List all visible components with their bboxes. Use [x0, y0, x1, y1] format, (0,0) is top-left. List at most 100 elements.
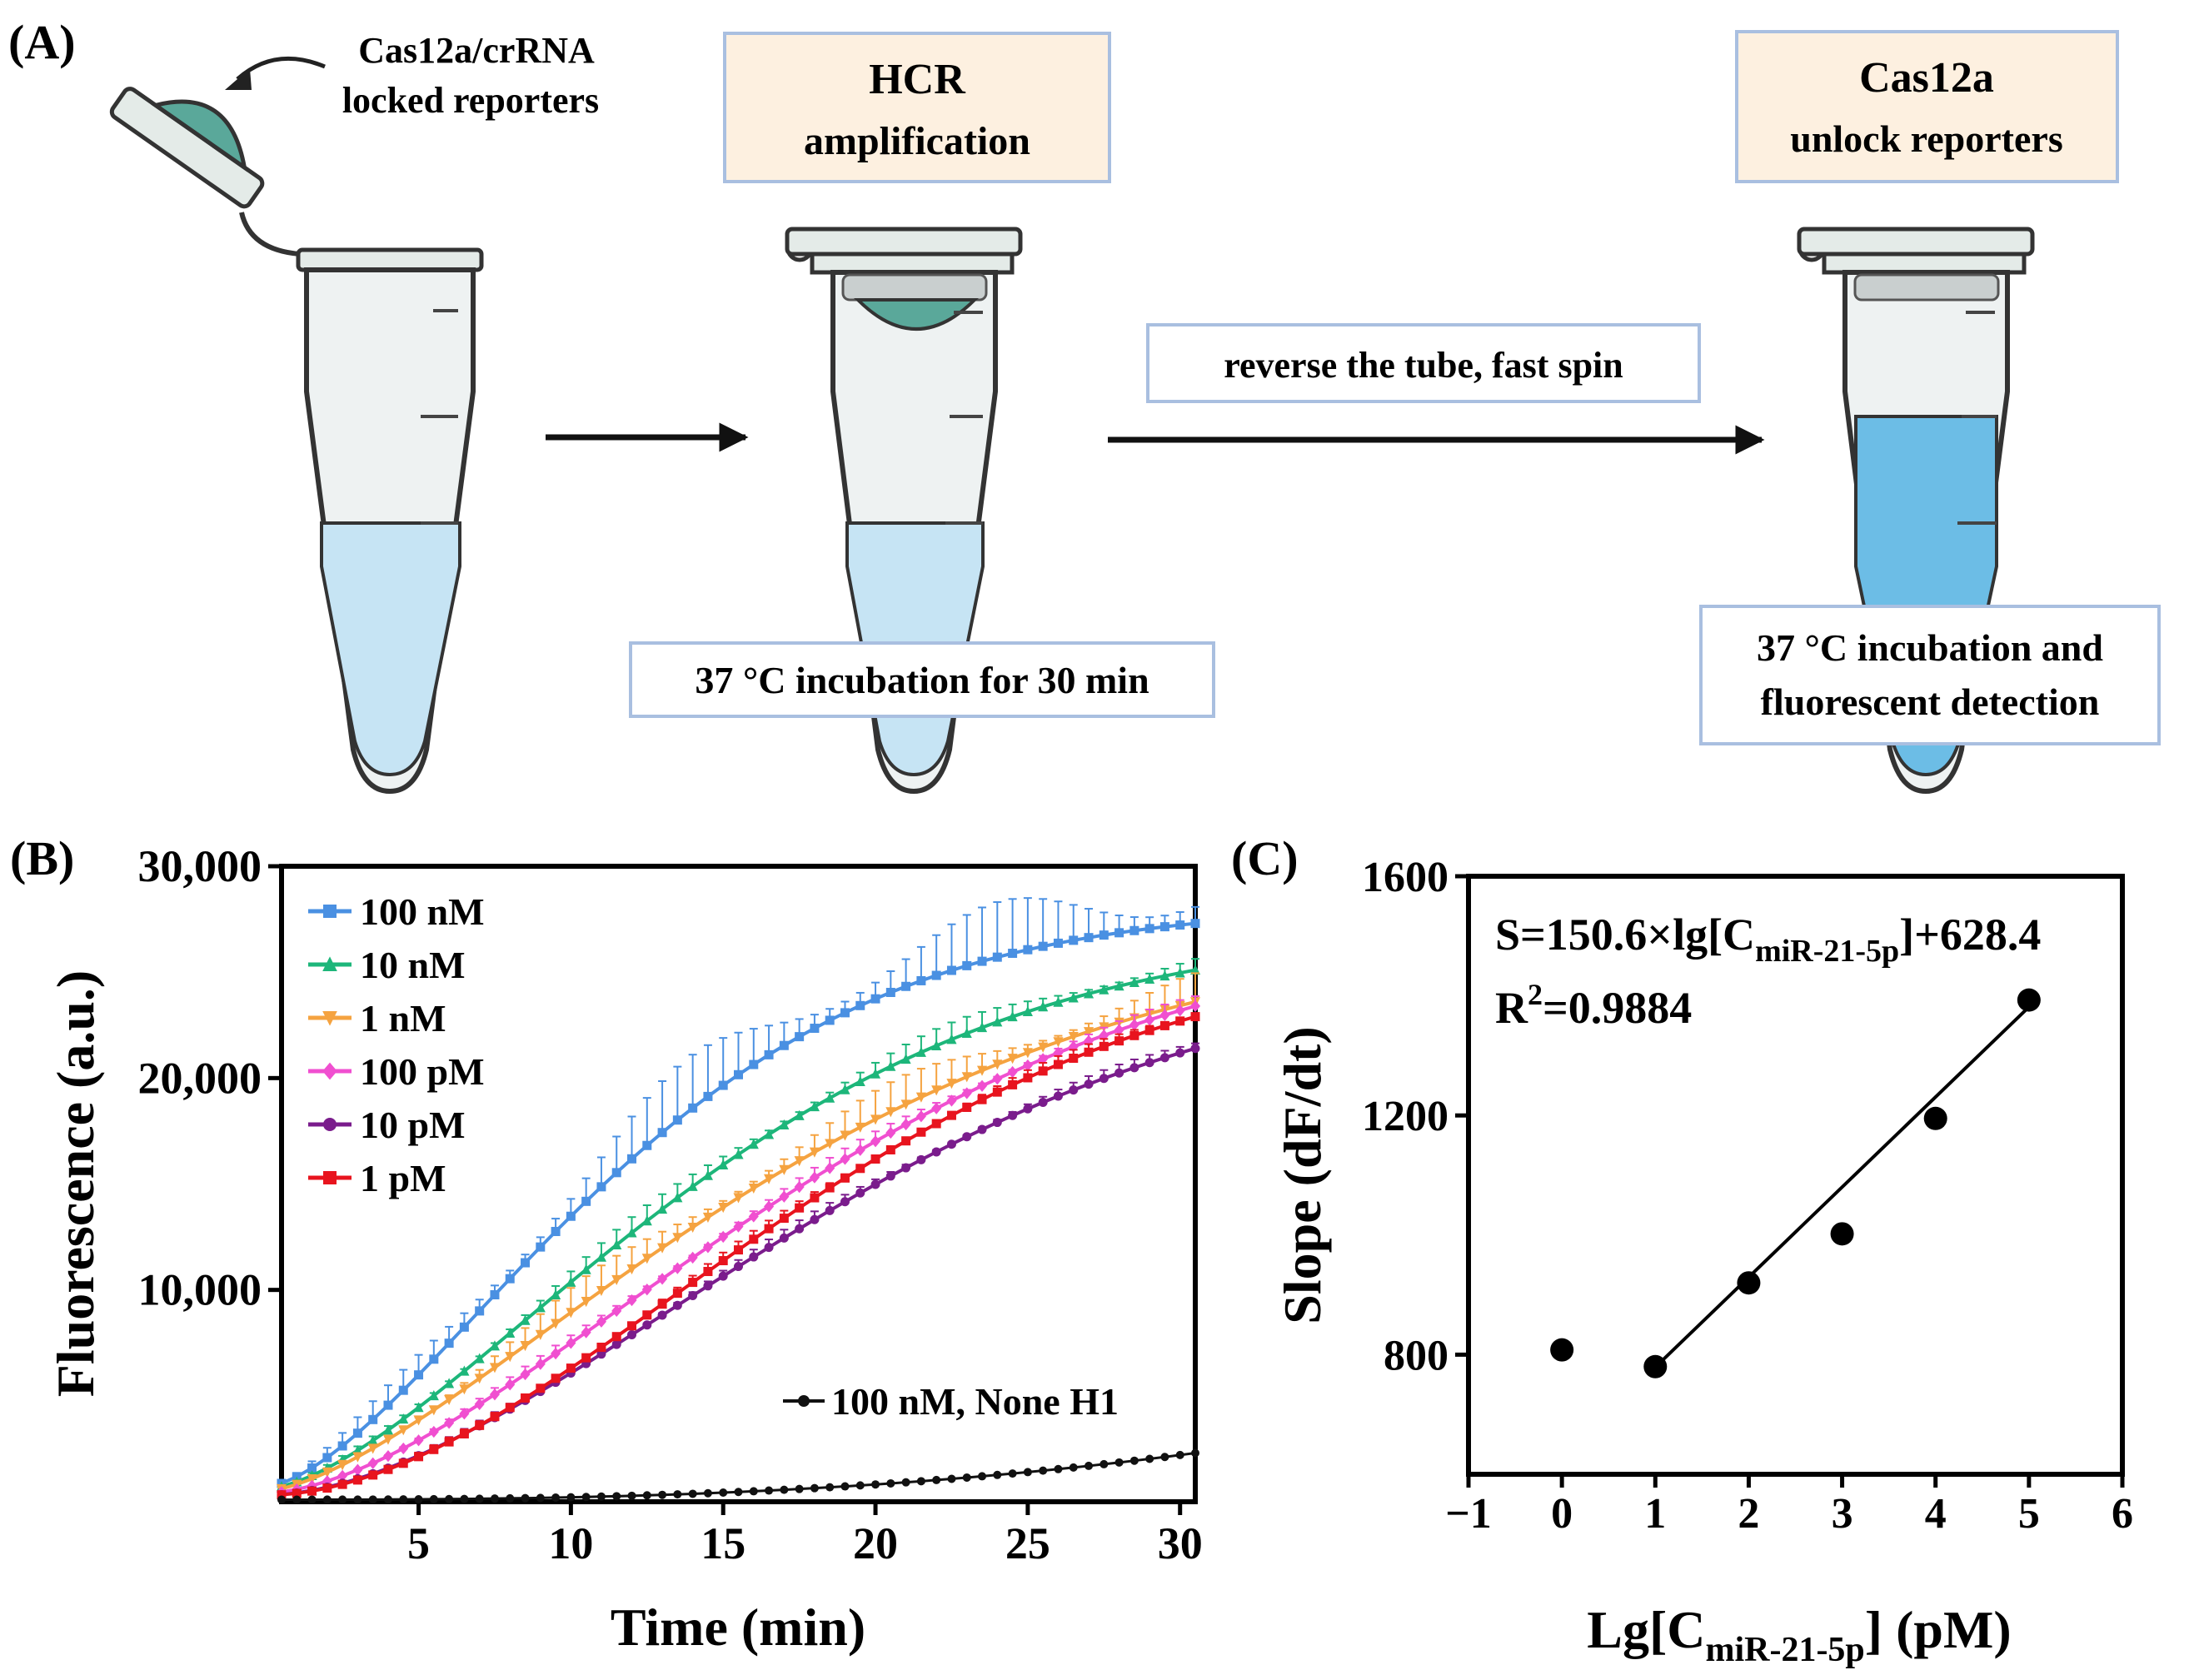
data-point [307, 1463, 317, 1473]
control-point [1129, 1456, 1139, 1465]
data-point [840, 1130, 850, 1141]
reagent-droplet [151, 99, 247, 172]
data-point [444, 1394, 455, 1405]
data-point [672, 1192, 683, 1203]
data-point [885, 1107, 896, 1118]
data-point [946, 1110, 956, 1120]
data-point [489, 1363, 501, 1373]
control-point [855, 1481, 865, 1490]
panel-c-label: (C) [1231, 831, 1299, 885]
data-point [551, 1373, 561, 1383]
control-point [307, 1495, 317, 1504]
data-point [1069, 935, 1079, 945]
data-point [277, 1490, 287, 1500]
data-point [931, 1085, 942, 1096]
control-point [1099, 1459, 1109, 1468]
data-point [520, 1368, 531, 1381]
data-point [429, 1444, 439, 1454]
legend-label-control: 100 nM, None H1 [831, 1380, 1119, 1423]
data-point [779, 1190, 790, 1203]
y-tick-label: 1200 [1362, 1093, 1449, 1140]
control-point [460, 1494, 469, 1503]
data-point [596, 1182, 606, 1192]
data-point [1174, 967, 1185, 978]
control-point [1145, 1454, 1154, 1463]
data-point [611, 1168, 621, 1178]
data-point [779, 1233, 789, 1243]
legend-label: 1 nM [360, 997, 446, 1039]
data-point [520, 1340, 531, 1352]
data-point [444, 1378, 455, 1388]
legend-label: 100 nM [360, 890, 485, 933]
data-point [915, 1046, 926, 1057]
data-point [825, 1015, 835, 1025]
data-point [551, 1289, 561, 1300]
data-point [931, 1119, 941, 1129]
data-point [1144, 1014, 1155, 1026]
data-point [1099, 1041, 1109, 1051]
data-point [764, 1243, 774, 1253]
data-point [322, 1468, 332, 1478]
control-point [1085, 1461, 1094, 1470]
data-point [1114, 928, 1124, 938]
data-point [1022, 1048, 1033, 1059]
x-tick-label: 1 [1644, 1490, 1666, 1538]
data-point [962, 1102, 972, 1112]
data-point [779, 1040, 789, 1050]
control-point [368, 1495, 377, 1504]
data-point [870, 1068, 881, 1079]
data-point [870, 1154, 880, 1164]
step3-title-line1: Cas12a [1859, 54, 1994, 102]
data-point [611, 1304, 622, 1318]
control-point [353, 1495, 362, 1504]
data-point [734, 1262, 743, 1272]
data-point [444, 1339, 454, 1348]
data-point [398, 1385, 408, 1395]
data-point [976, 1021, 988, 1033]
data-point [703, 1281, 713, 1291]
data-point [611, 1239, 622, 1250]
data-point [611, 1274, 622, 1286]
data-point [703, 1091, 713, 1101]
tube-open-lid [109, 87, 484, 795]
data-point [915, 1092, 926, 1103]
data-point [1144, 1025, 1154, 1035]
data-point [1129, 976, 1139, 988]
data-point [1737, 1271, 1761, 1295]
step3-caption-line2: fluorescent detection [1761, 680, 2100, 723]
data-point [916, 975, 926, 985]
data-point [413, 1434, 424, 1447]
data-point [748, 1139, 759, 1149]
data-point [1038, 1066, 1048, 1076]
data-point [475, 1420, 485, 1430]
data-point [688, 1103, 698, 1113]
data-point [1114, 1036, 1124, 1046]
data-point [1190, 1012, 1200, 1022]
data-point [992, 1087, 1002, 1097]
data-point [931, 1102, 942, 1114]
equation-tail: ]+628.4 [1899, 910, 2041, 960]
data-point [1159, 922, 1169, 932]
data-point [1038, 1042, 1049, 1053]
data-point [581, 1264, 591, 1274]
control-point [383, 1495, 392, 1504]
data-point [429, 1354, 439, 1364]
data-point [1053, 1037, 1064, 1048]
data-point [641, 1284, 652, 1296]
y-tick-label: 1600 [1362, 854, 1449, 901]
data-point [901, 981, 911, 991]
data-point [1175, 1016, 1185, 1026]
data-point [962, 960, 972, 970]
data-point [475, 1306, 485, 1316]
data-point [581, 1326, 591, 1339]
data-point [702, 1212, 713, 1223]
plot-b-xlabel: Time (min) [611, 1598, 865, 1657]
data-point [657, 1243, 668, 1254]
data-point [885, 1171, 895, 1181]
data-point [398, 1458, 408, 1468]
data-point [794, 1180, 805, 1194]
data-point [1023, 1104, 1033, 1114]
data-point [946, 1034, 957, 1044]
plot-c-ylabel: Slope (dF/dt) [1273, 1026, 1332, 1324]
data-point [870, 1135, 881, 1148]
